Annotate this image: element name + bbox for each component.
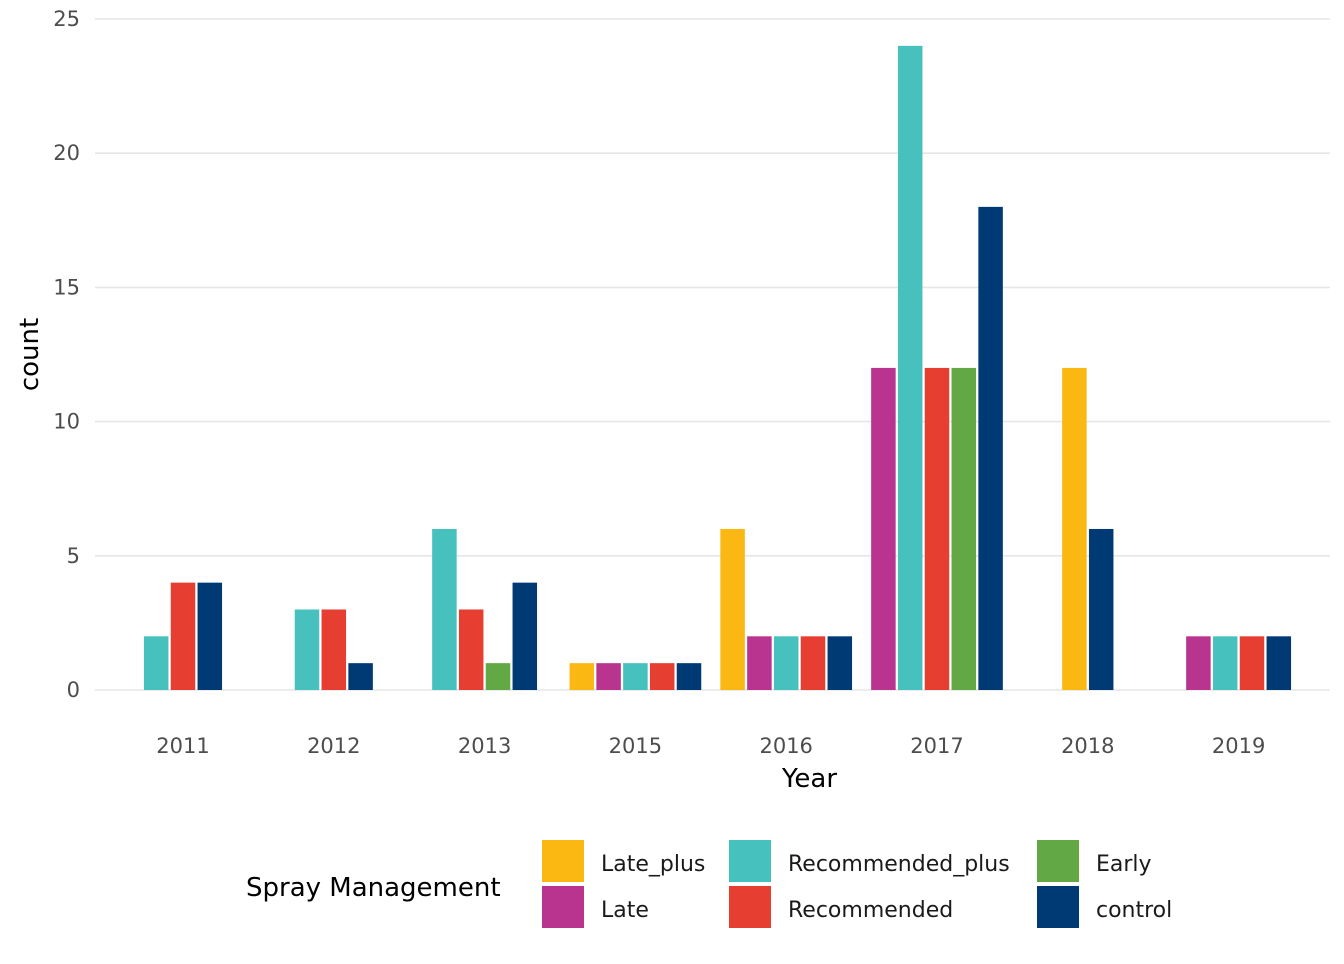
legend-label: control bbox=[1096, 898, 1172, 923]
bar bbox=[800, 636, 826, 690]
legend-key bbox=[542, 886, 584, 928]
legend-key bbox=[1037, 840, 1079, 882]
bar bbox=[623, 663, 648, 690]
bar bbox=[1062, 367, 1087, 690]
y-tick-label: 15 bbox=[53, 275, 80, 299]
x-axis-title: Year bbox=[781, 764, 837, 794]
legend-key bbox=[542, 840, 584, 882]
bar bbox=[1239, 636, 1265, 690]
x-tick-label: 2012 bbox=[307, 734, 360, 758]
legend-key bbox=[729, 886, 771, 928]
legend-label: Late bbox=[601, 898, 649, 923]
legend-title: Spray Management bbox=[246, 873, 501, 903]
y-tick-label: 10 bbox=[53, 410, 80, 434]
y-tick-label: 5 bbox=[67, 544, 80, 568]
bar bbox=[197, 582, 223, 690]
legend-key bbox=[729, 840, 771, 882]
y-axis-title: count bbox=[15, 318, 45, 391]
bar bbox=[458, 609, 484, 690]
legend-key bbox=[1037, 886, 1079, 928]
bar bbox=[294, 609, 320, 690]
x-tick-label: 2013 bbox=[458, 734, 511, 758]
legend-label: Late_plus bbox=[601, 852, 705, 877]
bar bbox=[720, 528, 745, 690]
bar bbox=[1088, 528, 1114, 690]
bar bbox=[747, 636, 772, 690]
bar bbox=[827, 636, 853, 690]
legend-items: Late_plus Late Recommended_plus Recommended… bbox=[542, 840, 1172, 928]
bar bbox=[1186, 636, 1211, 690]
legend-label: Recommended bbox=[788, 898, 953, 923]
bar bbox=[170, 582, 196, 690]
bar bbox=[951, 367, 977, 690]
bar bbox=[485, 663, 511, 690]
bar bbox=[676, 663, 702, 690]
x-axis-ticks: 2011 2012 2013 2015 2016 2017 2018 2019 bbox=[156, 734, 1265, 758]
bar bbox=[1212, 636, 1238, 690]
bar bbox=[143, 636, 169, 690]
bar bbox=[569, 663, 595, 690]
legend: Spray Management Late_plus Late Recommende… bbox=[246, 840, 1172, 928]
y-tick-label: 20 bbox=[53, 141, 80, 165]
legend-label: Early bbox=[1096, 852, 1152, 877]
bar bbox=[924, 367, 950, 690]
y-tick-label: 0 bbox=[67, 678, 80, 702]
y-axis-ticks: 0 5 10 15 20 25 bbox=[53, 7, 80, 702]
x-tick-label: 2018 bbox=[1061, 734, 1114, 758]
bar bbox=[1266, 636, 1292, 690]
bar bbox=[649, 663, 675, 690]
x-tick-label: 2015 bbox=[609, 734, 662, 758]
x-tick-label: 2017 bbox=[910, 734, 963, 758]
y-tick-label: 25 bbox=[53, 7, 80, 31]
x-tick-label: 2016 bbox=[759, 734, 812, 758]
legend-label: Recommended_plus bbox=[788, 852, 1010, 877]
bar bbox=[512, 582, 538, 690]
bar bbox=[773, 636, 799, 690]
bar bbox=[897, 45, 923, 690]
bar bbox=[978, 206, 1003, 690]
bar bbox=[348, 663, 373, 690]
gridlines bbox=[95, 18, 1330, 691]
bar bbox=[596, 663, 621, 690]
x-tick-label: 2019 bbox=[1212, 734, 1265, 758]
bar bbox=[871, 367, 896, 690]
bar bbox=[321, 609, 347, 690]
bars bbox=[143, 45, 1292, 690]
bar bbox=[432, 528, 457, 690]
x-tick-label: 2011 bbox=[156, 734, 209, 758]
